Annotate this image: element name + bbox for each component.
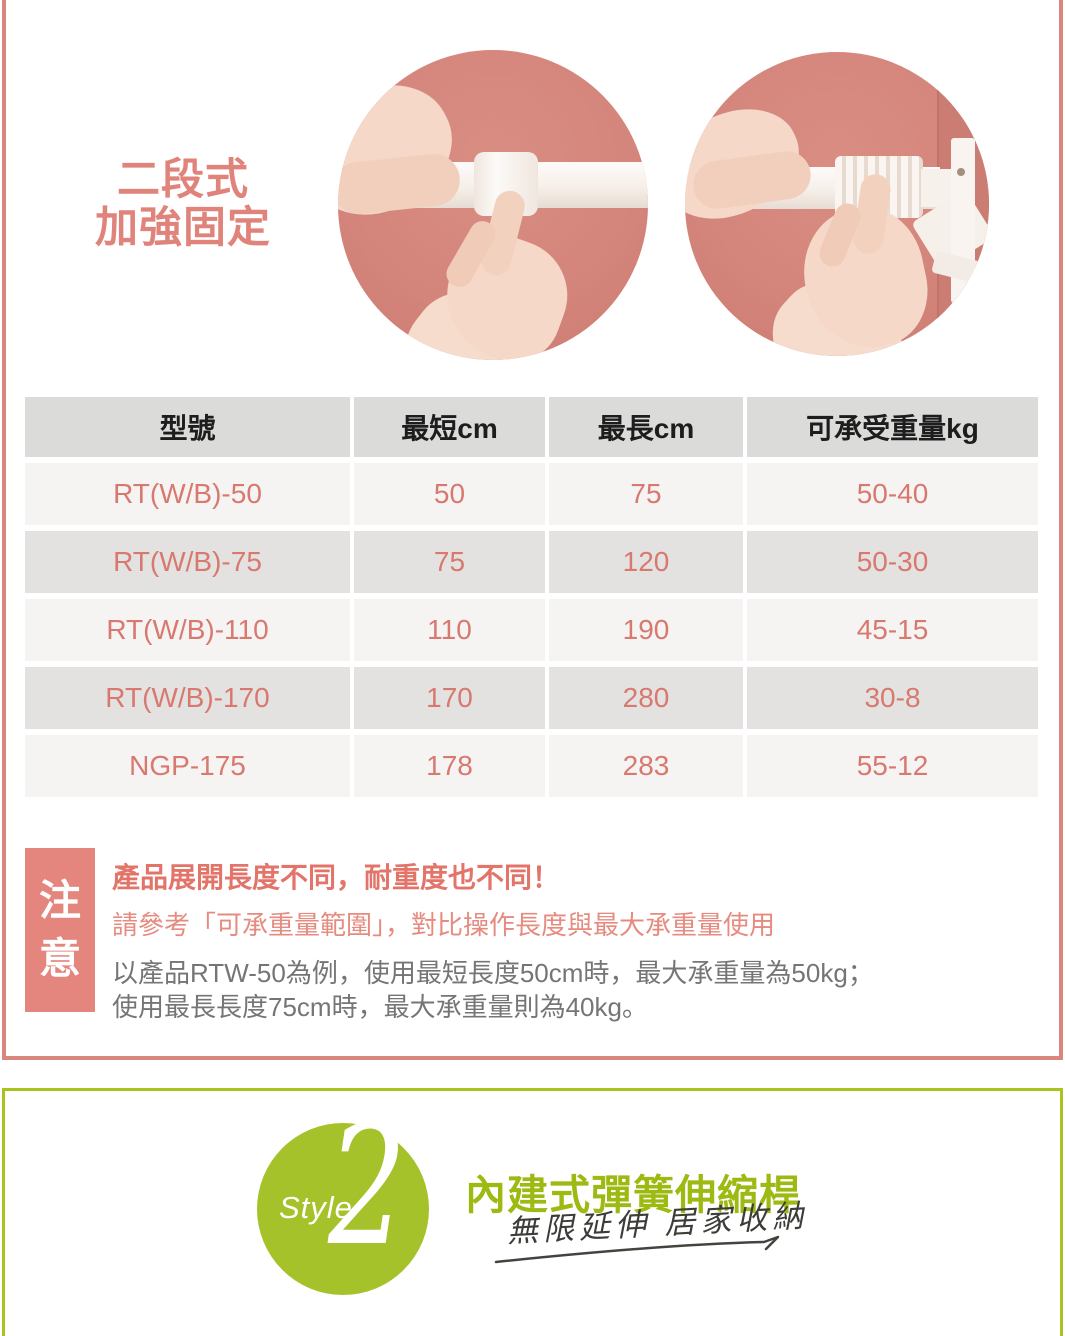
notice-badge-char: 意 bbox=[38, 935, 81, 982]
install-photo-lock-screw bbox=[338, 50, 648, 360]
feature-headline-line2: 加強固定 bbox=[95, 204, 271, 253]
spec-cell: 190 bbox=[549, 599, 743, 661]
feature-headline: 二段式 加強固定 bbox=[95, 156, 271, 252]
pink-section-frame bbox=[2, 0, 1063, 1060]
spec-cell: 55-12 bbox=[747, 735, 1038, 797]
spec-cell: RT(W/B)-170 bbox=[25, 667, 350, 729]
notice-body-line: 以產品RTW-50為例，使用最短長度50cm時，最大承重量為50kg； bbox=[112, 958, 874, 988]
spec-cell: 50 bbox=[354, 463, 545, 525]
feature-headline-line1: 二段式 bbox=[117, 156, 249, 204]
spec-cell: 30-8 bbox=[747, 667, 1038, 729]
spec-cell: 50-40 bbox=[747, 463, 1038, 525]
spec-table: 型號 最短cm 最長cm 可承受重量kg RT(W/B)-50 50 75 50… bbox=[25, 397, 1038, 797]
spec-cell: RT(W/B)-75 bbox=[25, 531, 350, 593]
style-number: 2 bbox=[328, 1090, 407, 1282]
spec-cell: 280 bbox=[549, 667, 743, 729]
spec-cell: 45-15 bbox=[747, 599, 1038, 661]
notice-subtitle: 請參考「可承重量範圍」，對比操作長度與最大承重量使用 bbox=[112, 910, 776, 940]
notice-title: 產品展開長度不同，耐重度也不同！ bbox=[112, 862, 561, 893]
tagline-underline-swoosh bbox=[494, 1235, 780, 1264]
spec-header-model: 型號 bbox=[25, 397, 350, 457]
spec-header-min: 最短cm bbox=[354, 397, 545, 457]
spec-cell: 75 bbox=[549, 463, 743, 525]
notice-body-line: 使用最長長度75cm時，最大承重量則為40kg。 bbox=[112, 991, 648, 1022]
spec-cell: 178 bbox=[354, 735, 545, 797]
spec-cell: 110 bbox=[354, 599, 545, 661]
style-heading: 內建式彈簧伸縮桿 bbox=[465, 1172, 801, 1218]
spec-cell: 170 bbox=[354, 667, 545, 729]
install-photo-wall-bracket bbox=[685, 52, 989, 356]
green-section-frame bbox=[2, 1088, 1063, 1336]
spec-cell: 75 bbox=[354, 531, 545, 593]
spec-cell: 283 bbox=[549, 735, 743, 797]
spec-cell: 50-30 bbox=[747, 531, 1038, 593]
style-number-circle bbox=[257, 1123, 429, 1295]
style-label: Style bbox=[279, 1190, 353, 1225]
spec-cell: 120 bbox=[549, 531, 743, 593]
notice-badge: 注 意 bbox=[25, 848, 95, 1012]
spec-header-max: 最長cm bbox=[549, 397, 743, 457]
spec-header-load: 可承受重量kg bbox=[747, 397, 1038, 457]
spec-cell: NGP-175 bbox=[25, 735, 350, 797]
notice-text: 產品展開長度不同，耐重度也不同！ 請參考「可承重量範圍」，對比操作長度與最大承重… bbox=[112, 856, 1012, 1025]
notice-badge-char: 注 bbox=[38, 877, 81, 924]
bracket-screw bbox=[957, 168, 965, 176]
spec-cell: RT(W/B)-110 bbox=[25, 599, 350, 661]
spec-cell: RT(W/B)-50 bbox=[25, 463, 350, 525]
